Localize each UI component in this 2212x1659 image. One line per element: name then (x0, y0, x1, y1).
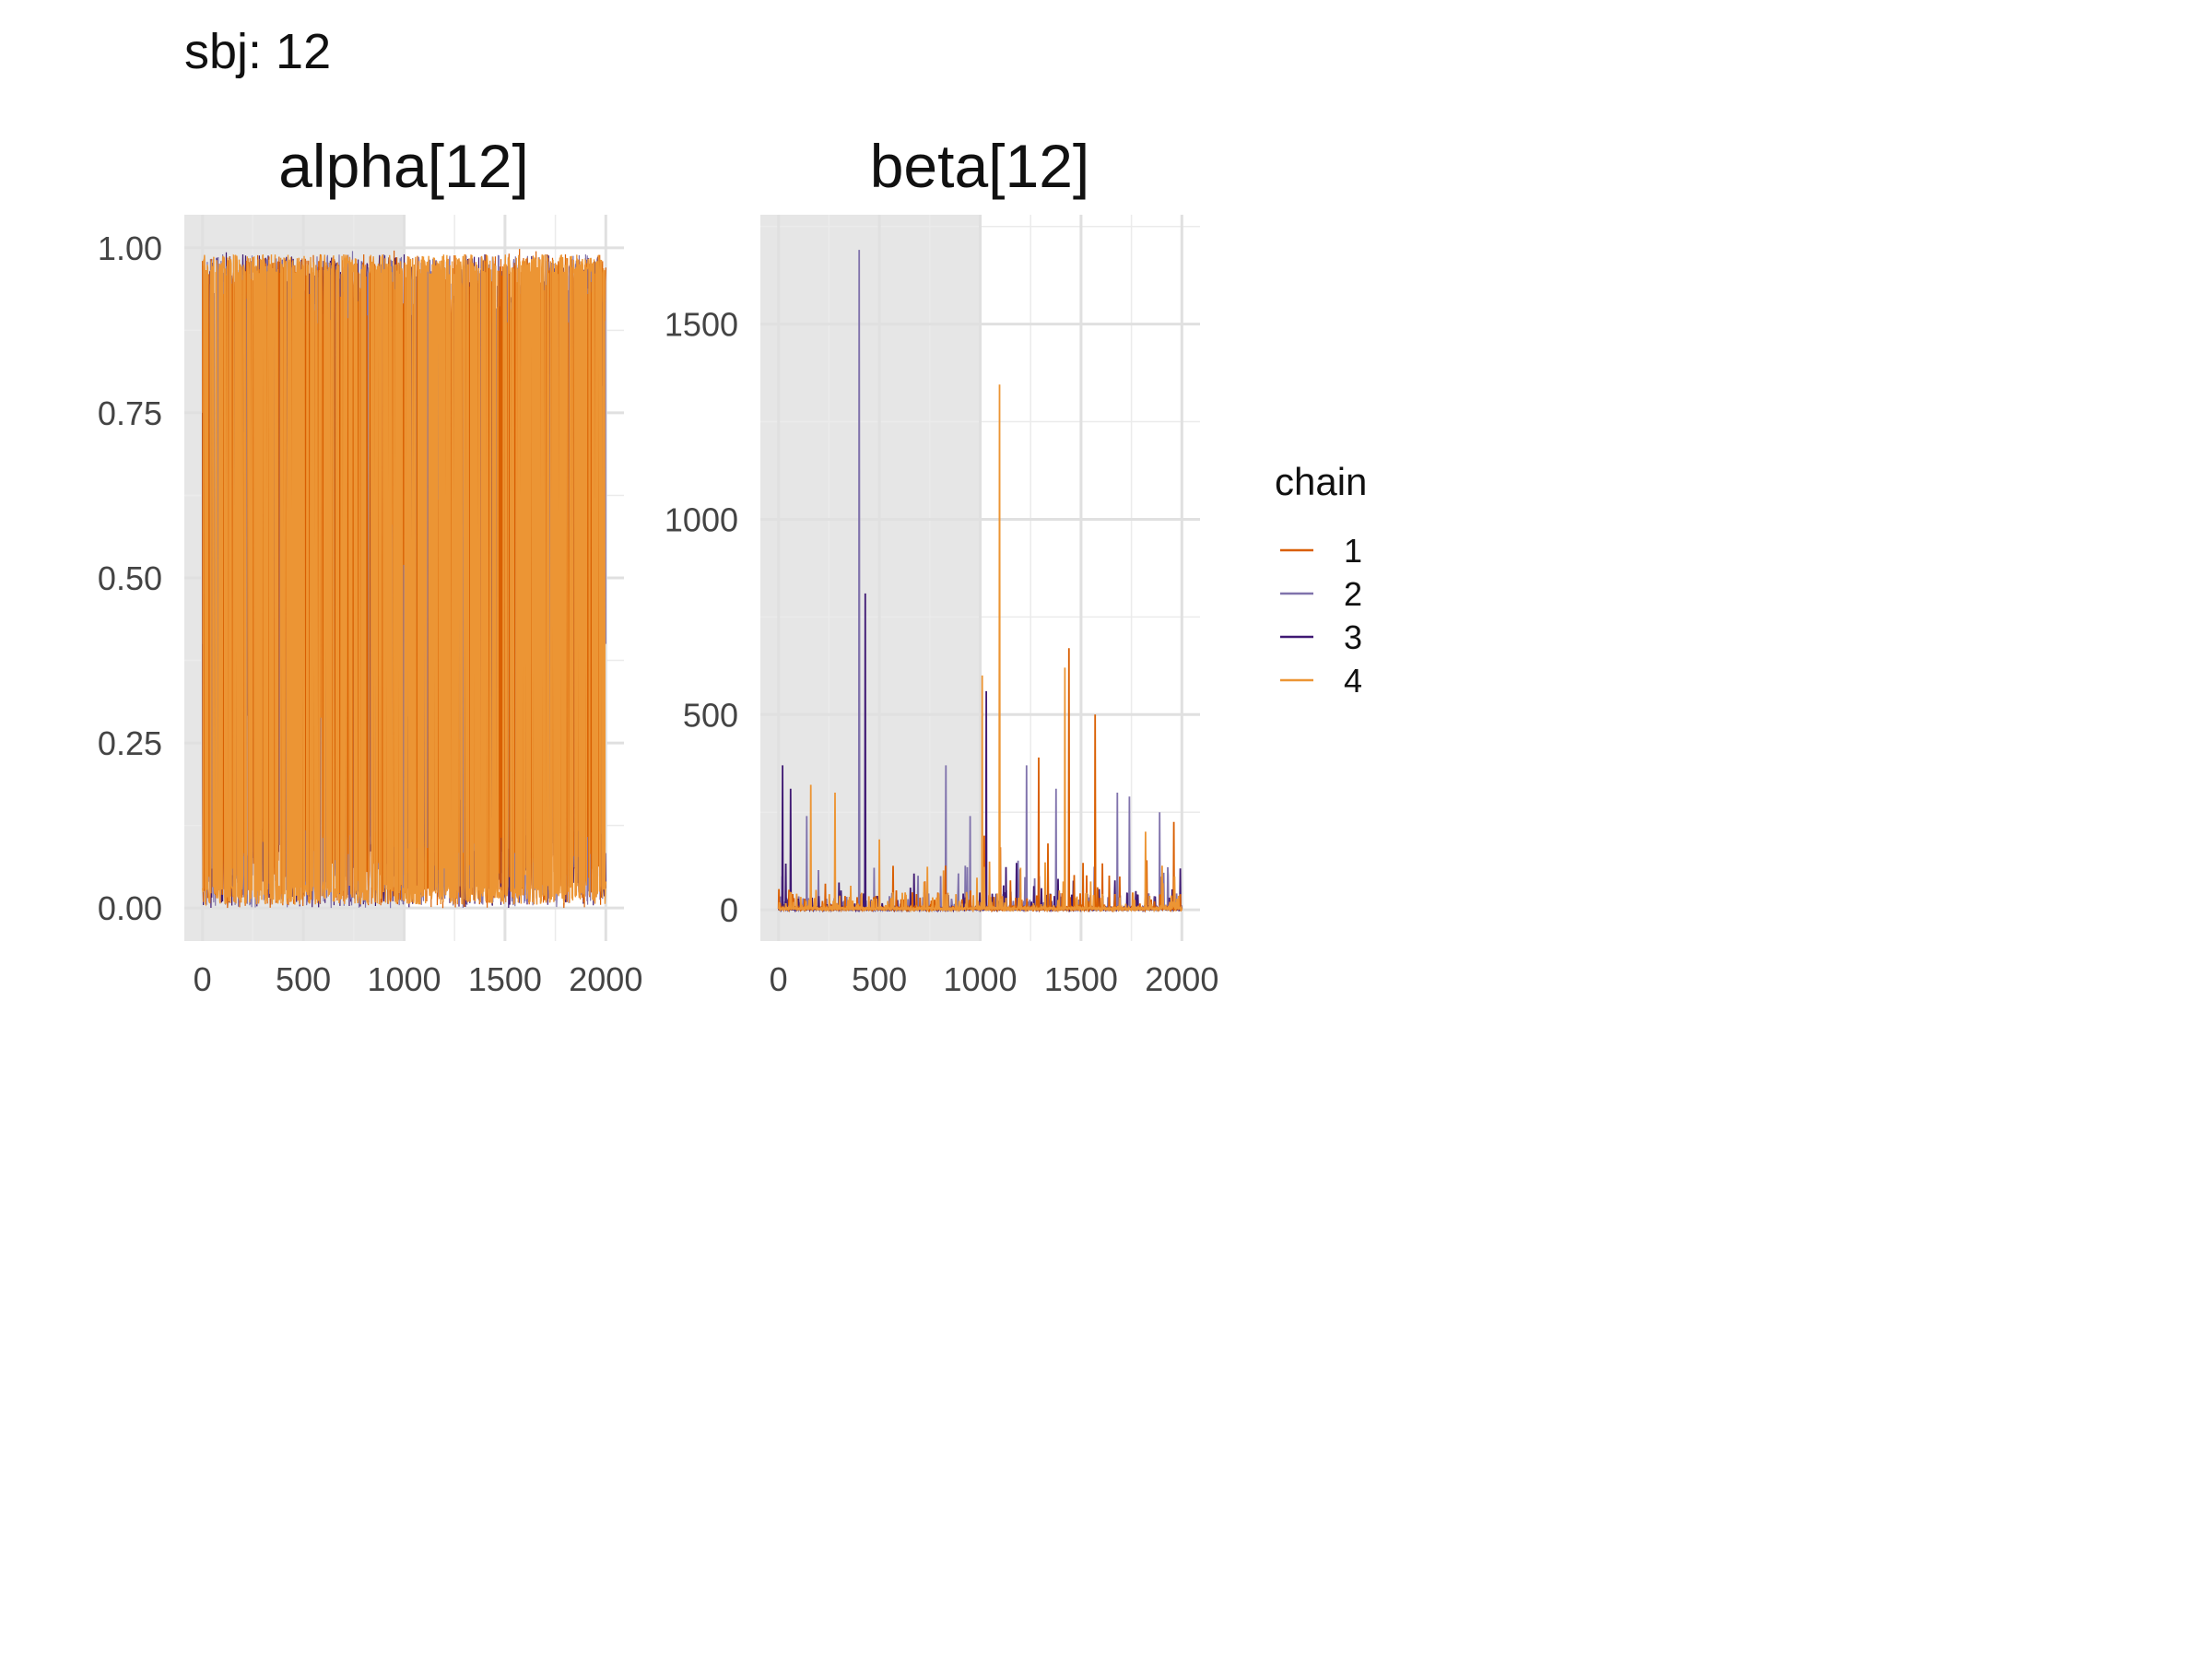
beta-warmup-shade (760, 215, 981, 941)
alpha-trace-chain-4 (202, 253, 606, 907)
beta-y-tick-label: 0 (720, 891, 738, 929)
beta-trace-chain-4 (777, 384, 1183, 913)
beta-x-tick-label: 1000 (943, 960, 1017, 998)
legend-label-chain-4: 4 (1344, 662, 1362, 700)
alpha-x-tick-label: 1000 (367, 960, 441, 998)
alpha-y-tick-label: 0.50 (98, 559, 162, 597)
legend-item-chain-1: 1 (1280, 532, 1362, 570)
legend-title: chain (1275, 460, 1367, 503)
alpha-y-tick-label: 0.00 (98, 889, 162, 927)
alpha-y-tick-label: 0.75 (98, 394, 162, 432)
beta-x-tick-label: 0 (770, 960, 788, 998)
beta-x-tick-label: 1500 (1044, 960, 1118, 998)
alpha-x-tick-label: 1500 (468, 960, 542, 998)
legend-label-chain-3: 3 (1344, 618, 1362, 656)
panel-beta: beta[12] 0 500 1000 1500 2000 0 500 1000 1500 (665, 132, 1218, 998)
legend-item-chain-2: 2 (1280, 575, 1362, 613)
alpha-x-tick-label: 500 (276, 960, 331, 998)
alpha-x-tick-label: 0 (194, 960, 212, 998)
panel-title-alpha: alpha[12] (278, 132, 529, 200)
beta-x-tick-label: 2000 (1145, 960, 1218, 998)
alpha-y-tick-label: 1.00 (98, 229, 162, 267)
legend: chain 1 2 3 4 (1275, 460, 1367, 700)
alpha-y-tick-label: 0.25 (98, 724, 162, 762)
beta-y-tick-label: 1000 (665, 500, 738, 538)
legend-label-chain-1: 1 (1344, 532, 1362, 570)
beta-x-tick-label: 500 (852, 960, 907, 998)
beta-y-tick-label: 500 (683, 696, 738, 734)
legend-label-chain-2: 2 (1344, 575, 1362, 613)
figure: sbj: 12 alpha[12] 0 500 1000 1500 20000.000.… (98, 24, 1367, 998)
panel-alpha: alpha[12] 0 500 1000 1500 2000 0.00 0.25 0.50 0.… (98, 132, 642, 998)
legend-item-chain-4: 4 (1280, 662, 1362, 700)
alpha-x-tick-label: 2000 (569, 960, 642, 998)
beta-y-tick-label: 1500 (665, 306, 738, 344)
panel-title-beta: beta[12] (870, 132, 1090, 200)
figure-title: sbj: 12 (184, 24, 331, 79)
legend-item-chain-3: 3 (1280, 618, 1362, 656)
